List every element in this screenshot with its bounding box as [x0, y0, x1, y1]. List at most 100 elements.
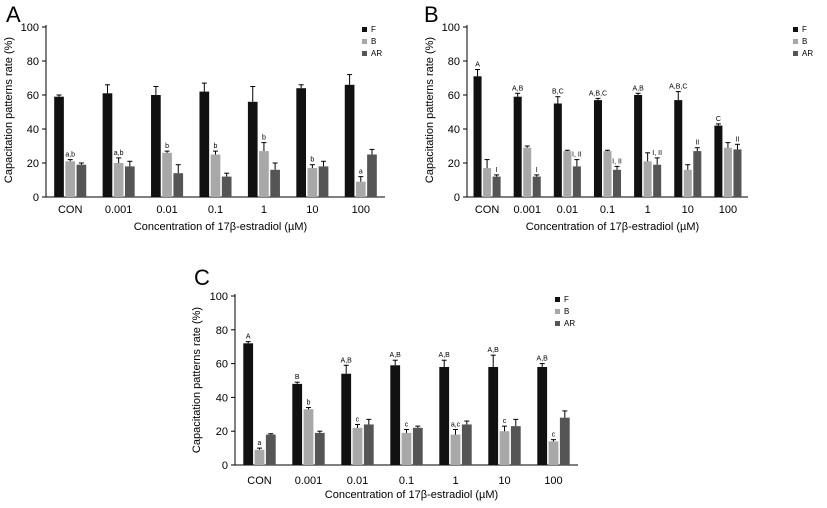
x-tick-label: CON	[58, 204, 83, 216]
bar-f	[341, 373, 352, 465]
legend-label: B	[564, 307, 569, 316]
x-tick-label: 1	[645, 204, 651, 216]
panel-label: B	[424, 2, 439, 27]
legend-label: AR	[371, 49, 382, 58]
x-axis-label: Concentration of 17β-estradiol (µM)	[526, 221, 699, 233]
bar-ar	[613, 169, 622, 197]
significance-label: A,B,C	[669, 84, 687, 91]
bar-f	[593, 100, 602, 197]
bar-f	[344, 84, 355, 197]
y-tick-label: 60	[216, 359, 228, 371]
y-tick-label: 80	[27, 56, 39, 68]
chart-panel-a: A 0 20 40 60 80 100 Capacitation patterns rate …	[0, 0, 415, 240]
bar-f	[513, 96, 522, 197]
bar-f	[292, 383, 303, 465]
x-axis-label: Concentration of 17β-estradiol (µM)	[325, 489, 498, 501]
bar-ar	[733, 149, 742, 197]
bar-b	[303, 409, 314, 465]
bar-ar	[559, 417, 570, 465]
bar-b	[683, 169, 692, 197]
legend-swatch-f	[362, 27, 367, 32]
bar-f	[473, 76, 482, 197]
bar-b	[723, 147, 732, 197]
bar-f	[102, 93, 113, 197]
y-tick-label: 100	[210, 291, 228, 303]
y-tick-label: 100	[21, 22, 39, 34]
significance-label: a,c	[451, 422, 461, 429]
significance-label: b	[310, 157, 314, 164]
significance-label: II	[736, 136, 740, 143]
bar-ar	[412, 427, 423, 465]
x-tick-label: 0.01	[347, 475, 368, 487]
y-tick-label: 20	[448, 158, 460, 170]
legend-label: B	[371, 37, 376, 46]
bar-f	[488, 366, 499, 465]
bar-b	[307, 168, 318, 197]
significance-label: A,B	[537, 356, 549, 363]
bar-ar	[363, 424, 374, 465]
y-tick-label: 40	[448, 124, 460, 136]
bar-b	[563, 151, 572, 197]
x-tick-label: CON	[247, 475, 272, 487]
bar-f	[151, 95, 161, 197]
bar-b	[162, 152, 172, 197]
bar-ar	[693, 151, 702, 197]
bar-f	[537, 366, 548, 465]
bar-b	[65, 161, 76, 197]
significance-label: a,b	[65, 152, 75, 159]
legend-swatch-b	[555, 309, 560, 314]
legend-label: B	[802, 37, 807, 46]
legend-swatch-ar	[793, 51, 798, 56]
significance-label: A,B	[439, 352, 451, 359]
bar-b	[113, 163, 124, 197]
significance-label: b	[262, 135, 266, 142]
significance-label: A,B,C	[589, 90, 607, 97]
legend-label: AR	[802, 49, 813, 58]
bar-f	[247, 101, 258, 197]
chart-a-svg: A 0 20 40 60 80 100 Capacitation patterns rate …	[3, 2, 385, 233]
legend-swatch-ar	[362, 51, 367, 56]
x-tick-label: 0.01	[557, 204, 578, 216]
legend-swatch-ar	[555, 321, 560, 326]
significance-label: b	[165, 143, 169, 150]
bar-b	[352, 427, 363, 465]
bar-f	[390, 365, 401, 465]
bar-b	[643, 161, 652, 197]
bar-f	[54, 96, 64, 197]
bar-b	[483, 168, 492, 197]
bar-f	[243, 343, 254, 465]
y-tick-label: 60	[448, 90, 460, 102]
legend-label: F	[564, 295, 569, 304]
panel-label: C	[194, 265, 210, 290]
x-tick-label: 0.001	[295, 475, 323, 487]
bar-b	[254, 449, 265, 465]
bar-b	[401, 432, 412, 465]
significance-label: A,B	[632, 85, 644, 92]
x-tick-label: 0.01	[156, 204, 177, 216]
significance-label: c	[503, 418, 507, 425]
significance-label: A,B	[512, 85, 524, 92]
significance-label: a	[258, 440, 262, 447]
bar-ar	[270, 169, 280, 197]
chart-panel-c: C 0 20 40 60 80 100 Capacitation patterns rate …	[188, 262, 608, 503]
significance-label: I, II	[572, 152, 582, 159]
legend-swatch-b	[362, 39, 367, 44]
y-tick-label: 20	[27, 158, 39, 170]
bar-ar	[173, 173, 184, 197]
significance-label: I	[536, 167, 538, 174]
x-tick-label: 0.001	[105, 204, 133, 216]
bar-f	[439, 366, 450, 465]
x-tick-label: 0.1	[600, 204, 615, 216]
bar-f	[714, 125, 723, 197]
significance-label: A	[475, 62, 480, 69]
bar-ar	[492, 176, 501, 197]
significance-label: c	[405, 422, 409, 429]
x-tick-label: 0.1	[399, 475, 414, 487]
bar-ar	[318, 166, 329, 197]
significance-label: A,B	[390, 352, 402, 359]
bar-ar	[653, 164, 662, 197]
x-tick-label: 100	[544, 475, 562, 487]
x-tick-label: 100	[719, 204, 737, 216]
bar-ar	[314, 432, 325, 465]
y-tick-label: 40	[27, 124, 39, 136]
